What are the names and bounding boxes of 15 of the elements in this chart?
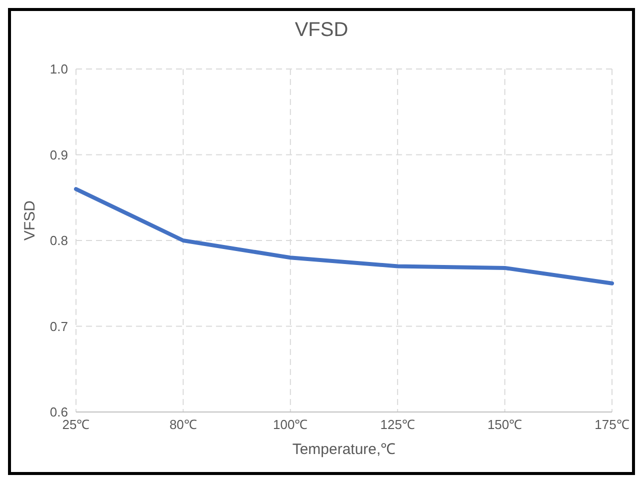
y-tick-label: 0.8 <box>50 233 68 248</box>
y-tick-label: 1.0 <box>50 62 68 77</box>
y-tick-label: 0.9 <box>50 147 68 162</box>
x-tick-label: 125℃ <box>380 417 415 432</box>
y-axis-title: VFSD <box>21 200 38 240</box>
x-tick-label: 25℃ <box>62 417 90 432</box>
y-tick-label: 0.6 <box>50 404 68 420</box>
line-series <box>74 187 614 286</box>
x-tick-label: 80℃ <box>169 417 197 432</box>
x-tick-label: 175℃ <box>594 417 630 432</box>
x-axis-title: Temperature,℃ <box>292 441 396 458</box>
y-tick-label: 0.7 <box>50 318 68 334</box>
chart-title: VFSD <box>294 19 350 42</box>
x-tick-label: 100℃ <box>273 417 308 432</box>
x-tick-label: 150℃ <box>487 417 522 432</box>
